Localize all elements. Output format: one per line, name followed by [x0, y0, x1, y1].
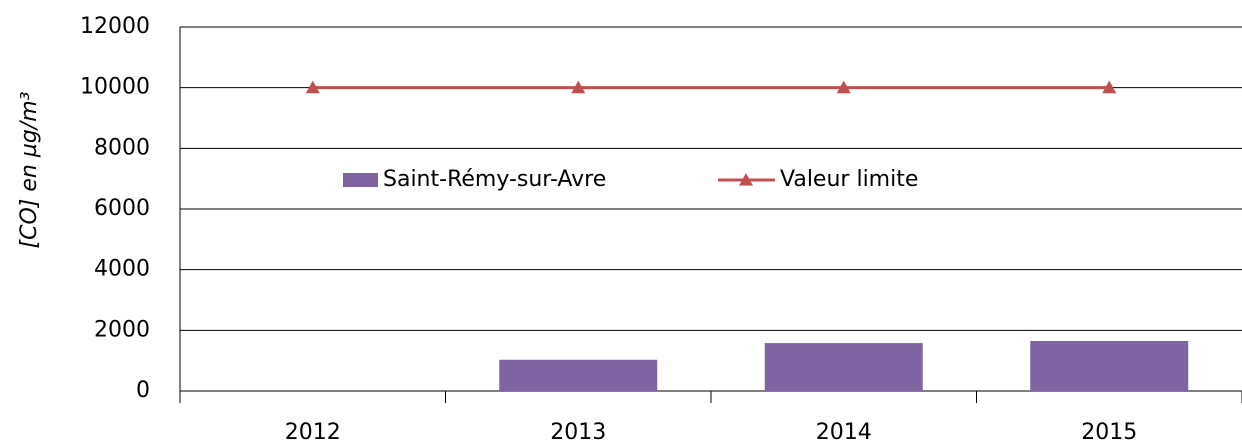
y-tick-label: 12000: [80, 14, 150, 39]
y-tick-label: 6000: [94, 196, 150, 221]
y-tick-label: 10000: [80, 75, 150, 100]
legend-label: Valeur limite: [780, 167, 918, 192]
marker: [1102, 80, 1117, 94]
bar: [764, 343, 923, 391]
x-tick-label: 2012: [285, 420, 341, 444]
y-tick-label: 0: [136, 378, 150, 403]
x-tick-label: 2013: [550, 420, 606, 444]
bar: [499, 359, 658, 391]
bar: [1030, 340, 1189, 391]
y-tick-label: 8000: [94, 135, 150, 160]
y-axis-label: [CO] en µg/m³: [17, 91, 42, 248]
marker: [571, 80, 586, 94]
legend-swatch: [343, 173, 378, 187]
x-tick-label: 2014: [816, 420, 872, 444]
marker: [836, 80, 851, 94]
marker: [305, 80, 320, 94]
legend-label: Saint-Rémy-sur-Avre: [383, 167, 606, 192]
legend-marker: [739, 173, 753, 186]
y-tick-label: 2000: [94, 317, 150, 342]
y-tick-label: 4000: [94, 257, 150, 282]
x-tick-label: 2015: [1081, 420, 1137, 444]
